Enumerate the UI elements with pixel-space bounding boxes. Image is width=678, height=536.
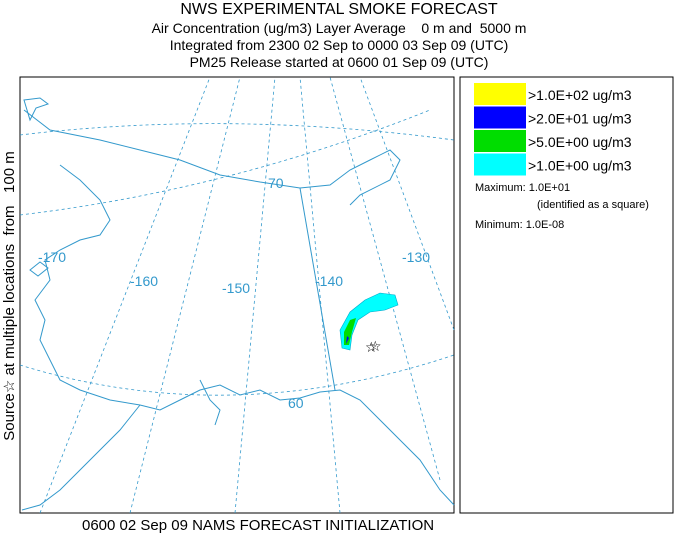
subtitle: PM25 Release started at 0600 01 Sep 09 (… [190, 54, 489, 70]
legend: >1.0E+02 ug/m3 >2.0E+01 ug/m3 >5.0E+00 ug/… [474, 83, 632, 176]
minimum: Minimum: 1.0E-08 [475, 219, 564, 231]
longitude-label: -170 [38, 249, 66, 265]
source-marker: ☆ [365, 339, 378, 355]
longitude-label: -140 [315, 273, 343, 289]
latitude-label: 70 [268, 175, 284, 191]
longitude-label: -130 [402, 249, 430, 265]
maximum: Maximum: 1.0E+01 [475, 182, 570, 194]
maximum-note: (identified as a square) [537, 199, 649, 211]
subtitle: Integrated from 2300 02 Sep to 0000 03 S… [170, 37, 509, 53]
legend-label: >2.0E+01 ug/m3 [528, 111, 632, 127]
legend-label: >1.0E+00 ug/m3 [528, 158, 632, 174]
latitude-label: 60 [288, 395, 304, 411]
legend-swatch [474, 130, 526, 152]
title: NWS EXPERIMENTAL SMOKE FORECAST [180, 1, 498, 18]
map-frame [19, 76, 455, 514]
longitude-label: -150 [222, 280, 250, 296]
legend-swatch [474, 106, 526, 129]
legend-frame [459, 76, 674, 514]
legend-swatch [474, 153, 526, 176]
map [19, 76, 455, 514]
footer: 0600 02 Sep 09 NAMS FORECAST INITIALIZAT… [82, 517, 434, 534]
legend-label: >5.0E+00 ug/m3 [528, 134, 632, 150]
legend-label: >1.0E+02 ug/m3 [528, 87, 632, 103]
side-label: Source☆ at multiple locations from 100 m [1, 151, 18, 440]
longitude-label: -160 [130, 273, 158, 289]
source-marker: ☆ [369, 338, 382, 354]
smoke-plume: ☆ ☆ [339, 292, 399, 355]
legend-swatch [474, 83, 526, 105]
subtitle: Air Concentration (ug/m3) Layer Average … [152, 20, 527, 36]
